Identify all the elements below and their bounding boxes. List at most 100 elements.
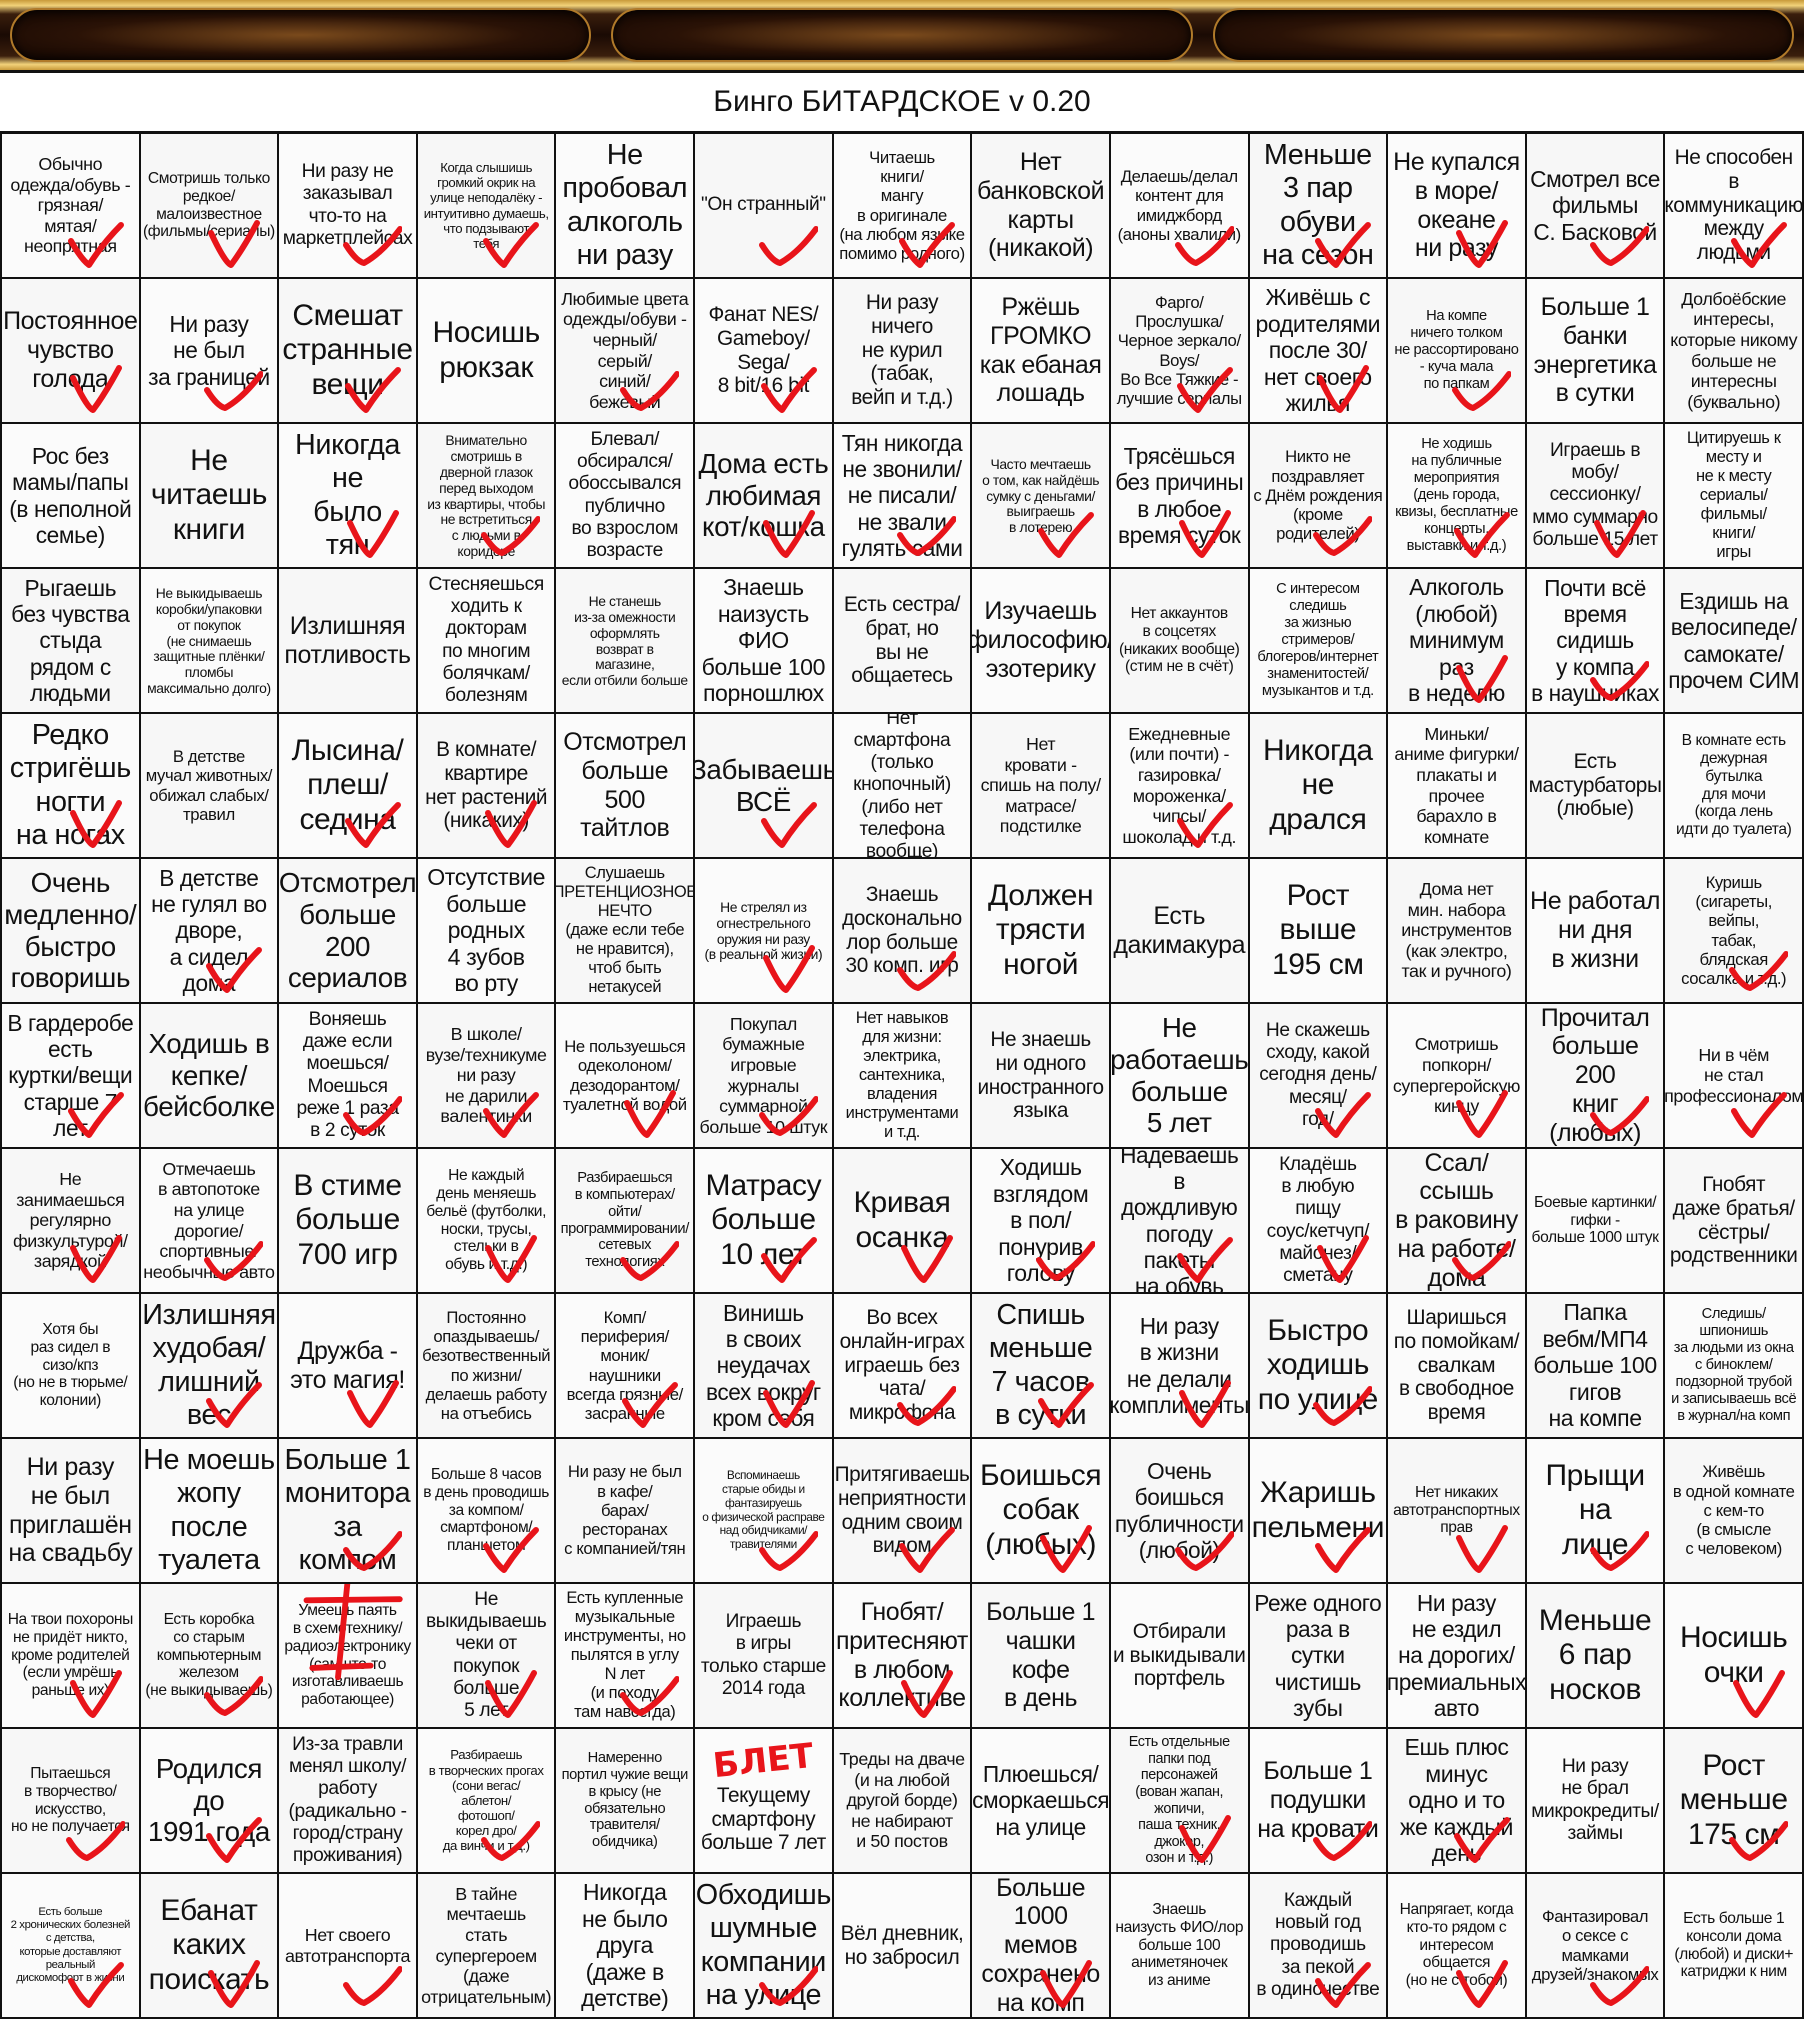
- bingo-cell[interactable]: Носишь рюкзак: [417, 279, 557, 424]
- bingo-cell[interactable]: Больше 1 подушки на кровати: [1249, 1729, 1389, 1874]
- bingo-cell[interactable]: Тян никогда не звонили/ не писали/ не зв…: [833, 424, 973, 569]
- bingo-cell[interactable]: Покупал бумажные игровые журналы суммарн…: [695, 1004, 834, 1149]
- bingo-cell[interactable]: Каждый новый год проводишь за пекой в од…: [1249, 1874, 1389, 2019]
- bingo-cell[interactable]: Нет кровати - спишь на полу/ матрасе/ по…: [972, 714, 1111, 859]
- bingo-cell[interactable]: Больше 1 банки энергетика в сутки: [1526, 279, 1666, 424]
- bingo-cell[interactable]: Ни разу в жизни не делали комплименты: [1110, 1294, 1250, 1439]
- bingo-cell[interactable]: Есть отдельные папки под персонажей (вов…: [1110, 1729, 1250, 1874]
- bingo-cell[interactable]: Алкоголь (любой) минимум раз в неделю: [1388, 569, 1527, 714]
- bingo-cell[interactable]: Дружба - это магия!: [279, 1294, 418, 1439]
- bingo-cell[interactable]: Отбирали и выкидывали портфель: [1110, 1584, 1250, 1729]
- bingo-cell[interactable]: Ебанат каких поискать: [140, 1874, 280, 2019]
- bingo-cell[interactable]: Делаешь/делал контент для имиджборд (ано…: [1110, 134, 1250, 279]
- bingo-cell[interactable]: Не выкидываешь коробки/упаковки от покуп…: [140, 569, 280, 714]
- bingo-cell[interactable]: Больше 1000 мемов сохранено на комп: [972, 1874, 1111, 2019]
- bingo-cell[interactable]: Ржёшь ГРОМКО как ебаная лошадь: [972, 279, 1111, 424]
- bingo-cell[interactable]: Винишь в своих неудачах всех вокруг кром…: [695, 1294, 834, 1439]
- bingo-cell[interactable]: Прочитал больше 200 книг (любых): [1526, 1004, 1666, 1149]
- bingo-cell[interactable]: В детстве не гулял во дворе, а сидел дом…: [140, 859, 280, 1004]
- bingo-cell[interactable]: Не способен в коммуникацию между людьми: [1665, 134, 1804, 279]
- bingo-cell[interactable]: Притягиваешь неприятности одним своим ви…: [833, 1439, 973, 1584]
- bingo-cell[interactable]: Носишь очки: [1665, 1584, 1804, 1729]
- bingo-cell[interactable]: Рост меньше 175 см: [1665, 1729, 1804, 1874]
- bingo-cell[interactable]: Ходишь в кепке/ бейсболке: [140, 1004, 280, 1149]
- bingo-cell[interactable]: С интересом следишь за жизнью стримеров/…: [1249, 569, 1389, 714]
- bingo-cell[interactable]: Должен трясти ногой: [972, 859, 1111, 1004]
- bingo-cell[interactable]: Не работаешь больше 5 лет: [1110, 1004, 1250, 1149]
- bingo-cell[interactable]: Меньше 6 пар носков: [1526, 1584, 1666, 1729]
- bingo-cell[interactable]: Не стрелял из огнестрельного оружия ни р…: [695, 859, 834, 1004]
- bingo-cell[interactable]: Отсмотрел больше 200 сериалов: [279, 859, 418, 1004]
- bingo-cell[interactable]: Никогда не дрался: [1249, 714, 1389, 859]
- bingo-cell[interactable]: Любимые цвета одежды/обуви - черный/ сер…: [556, 279, 696, 424]
- bingo-cell[interactable]: Стесняешься ходить к докторам по многим …: [417, 569, 557, 714]
- bingo-cell[interactable]: Обычно одежда/обувь - грязная/ мятая/ не…: [2, 134, 141, 279]
- bingo-cell[interactable]: В гардеробе есть куртки/вещи старше 7 ле…: [2, 1004, 141, 1149]
- bingo-cell[interactable]: Шаришься по помойкам/ свалкам в свободно…: [1388, 1294, 1527, 1439]
- bingo-cell[interactable]: Лысина/ плеш/ седина: [279, 714, 418, 859]
- bingo-cell[interactable]: Не знаешь ни одного иностранного языка: [972, 1004, 1111, 1149]
- bingo-cell[interactable]: Нет банковской карты (никакой): [972, 134, 1111, 279]
- bingo-cell[interactable]: Во всех онлайн-играх играешь без чата/ м…: [833, 1294, 973, 1439]
- bingo-cell[interactable]: Комп/ периферия/ моник/ наушники всегда …: [556, 1294, 696, 1439]
- bingo-cell[interactable]: Не станешь из-за омежности оформлять воз…: [556, 569, 696, 714]
- bingo-cell[interactable]: Куришь (сигареты, вейпы, табак, блядская…: [1665, 859, 1804, 1004]
- bingo-cell[interactable]: Есть купленные музыкальные инструменты, …: [556, 1584, 696, 1729]
- bingo-cell[interactable]: Никогда не было друга (даже в детстве): [556, 1874, 696, 2019]
- bingo-cell[interactable]: Излишняя худобая/ лишний вес: [140, 1294, 280, 1439]
- bingo-cell[interactable]: Миньки/ аниме фигурки/ плакаты и прочее …: [1388, 714, 1527, 859]
- bingo-cell[interactable]: Вспоминаешь старые обиды и фантазируешь …: [695, 1439, 834, 1584]
- bingo-cell[interactable]: Не выкидываешь чеки от покупок больше 5 …: [417, 1584, 557, 1729]
- bingo-cell[interactable]: Очень медленно/ быстро говоришь: [2, 859, 141, 1004]
- bingo-cell[interactable]: Отсутствие больше родных 4 зубов во рту: [417, 859, 557, 1004]
- bingo-cell[interactable]: Знаешь досконально лор больше 30 комп. и…: [833, 859, 973, 1004]
- bingo-cell[interactable]: В комнате/ квартире нет растений (никаки…: [417, 714, 557, 859]
- bingo-cell[interactable]: Играешь в игры только старше 2014 года: [695, 1584, 834, 1729]
- bingo-cell[interactable]: Блевал/ обсирался/ обоссывался публично …: [556, 424, 696, 569]
- bingo-cell[interactable]: Не каждый день меняешь бельё (футболки, …: [417, 1149, 557, 1294]
- bingo-cell[interactable]: Не ходишь на публичные мероприятия (день…: [1388, 424, 1527, 569]
- bingo-cell[interactable]: Фанат NES/ Gameboy/ Sega/ 8 bit/16 bit: [695, 279, 834, 424]
- bingo-cell[interactable]: Есть сестра/ брат, но вы не общаетесь: [833, 569, 973, 714]
- bingo-cell[interactable]: Жаришь пельмени: [1249, 1439, 1389, 1584]
- bingo-cell[interactable]: Смотришь попкорн/ супергеройскую кинцу: [1388, 1004, 1527, 1149]
- bingo-cell[interactable]: Не занимаешься регулярно физкультурой/ з…: [2, 1149, 141, 1294]
- bingo-cell[interactable]: Хотя бы раз сидел в сизо/кпз (но не в тю…: [2, 1294, 141, 1439]
- bingo-cell[interactable]: Постоянное чувство голода: [2, 279, 141, 424]
- bingo-cell[interactable]: На компе ничего толком не рассортировано…: [1388, 279, 1527, 424]
- bingo-cell[interactable]: Меньше 3 пар обуви на сезон: [1249, 134, 1389, 279]
- bingo-cell[interactable]: Быстро ходишь по улице: [1249, 1294, 1389, 1439]
- bingo-cell[interactable]: Трясёшься без причины в любое время суто…: [1110, 424, 1250, 569]
- bingo-cell[interactable]: Не купался в море/ океане ни разу: [1388, 134, 1527, 279]
- bingo-cell[interactable]: Разбираешься в компьютерах/ ойти/ програ…: [556, 1149, 696, 1294]
- bingo-cell[interactable]: В стиме больше 700 игр: [279, 1149, 418, 1294]
- bingo-cell[interactable]: Фантазировал о сексе с мамками друзей/зн…: [1526, 1874, 1666, 2019]
- bingo-cell[interactable]: Обходишь шумные компании на улице: [695, 1874, 834, 2019]
- bingo-cell[interactable]: Ни разу ничего не курил (табак, вейп и т…: [833, 279, 973, 424]
- bingo-cell[interactable]: Вёл дневник, но забросил: [833, 1874, 973, 2019]
- bingo-cell[interactable]: Нет никаких автотранспортных прав: [1388, 1439, 1527, 1584]
- bingo-cell[interactable]: Не моешь жопу после туалета: [140, 1439, 280, 1584]
- bingo-cell[interactable]: Когда слышишь громкий окрик на улице неп…: [417, 134, 557, 279]
- bingo-cell[interactable]: Больше 8 часов в день проводишь за компо…: [417, 1439, 557, 1584]
- bingo-cell[interactable]: Ездишь на велосипеде/ самокате/ прочем С…: [1665, 569, 1804, 714]
- bingo-cell[interactable]: БЛЕТ Текущему смартфону больше 7 лет: [695, 1729, 834, 1874]
- bingo-cell[interactable]: Нет аккаунтов в соцсетях (никаких вообще…: [1110, 569, 1250, 714]
- bingo-cell[interactable]: Ни разу не заказывал что-то на маркетпле…: [279, 134, 418, 279]
- bingo-cell[interactable]: Есть больше 1 консоли дома (любой) и дис…: [1665, 1874, 1804, 2019]
- bingo-cell[interactable]: Есть больше 2 хронических болезней с дет…: [2, 1874, 141, 2019]
- bingo-cell[interactable]: Ни разу не был за границей: [140, 279, 280, 424]
- bingo-cell[interactable]: Кладёшь в любую пищу соус/кетчуп/ майоне…: [1249, 1149, 1389, 1294]
- bingo-cell[interactable]: Рост выше 195 см: [1249, 859, 1389, 1004]
- bingo-cell[interactable]: Спишь меньше 7 часов в сутки: [972, 1294, 1111, 1439]
- bingo-cell[interactable]: Читаешь книги/ мангу в оригинале (на люб…: [833, 134, 973, 279]
- bingo-cell[interactable]: Знаешь наизусть ФИО/лор больше 100 аниме…: [1110, 1874, 1250, 2019]
- bingo-cell[interactable]: Папка вебм/МП4 больше 100 гигов на компе: [1526, 1294, 1666, 1439]
- bingo-cell[interactable]: Умеешь паять в схемотехнику/ радиоэлектр…: [279, 1584, 418, 1729]
- bingo-cell[interactable]: Пытаешься в творчество/ искусство, но не…: [2, 1729, 141, 1874]
- bingo-cell[interactable]: Забываешь ВСЁ: [695, 714, 834, 859]
- bingo-cell[interactable]: Напрягает, когда кто-то рядом с интересо…: [1388, 1874, 1527, 2019]
- bingo-cell[interactable]: Почти всё время сидишь у компа в наушник…: [1526, 569, 1666, 714]
- bingo-cell[interactable]: Рыгаешь без чувства стыда рядом с людьми: [2, 569, 141, 714]
- bingo-cell[interactable]: Боишься собак (любых): [972, 1439, 1111, 1584]
